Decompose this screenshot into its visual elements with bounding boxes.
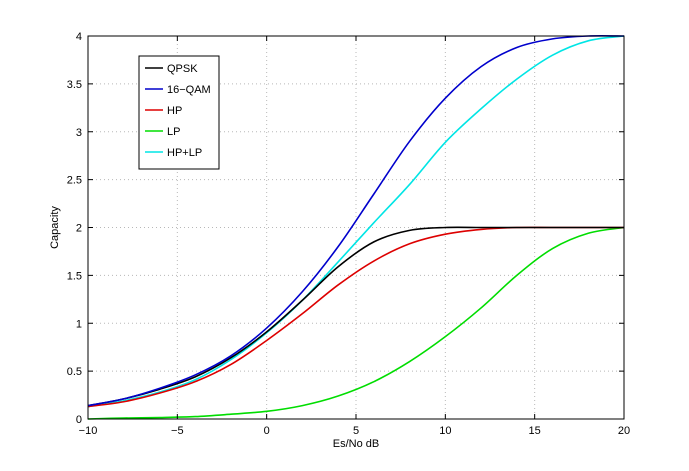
y-axis-label: Capacity: [49, 206, 61, 249]
y-tick-label: 2: [76, 223, 82, 235]
y-tick-label: 1: [76, 318, 82, 330]
series-line-qpsk: [87, 226, 624, 407]
x-tick-label: 5: [353, 425, 359, 437]
y-tick-label: 4: [76, 31, 82, 43]
series-lines: [87, 34, 625, 420]
series-line-16-qam: [87, 34, 625, 407]
x-tick-label: 0: [264, 425, 270, 437]
x-axis-label: Es/No dB: [333, 438, 379, 450]
y-tick-label: 0.5: [67, 366, 82, 378]
y-tick-label: 3.5: [67, 79, 82, 91]
axis-ticks: −10 −5 0 5 10 15 20 0 0.5 1 1.5 2 2.5 3 3.5 4: [67, 31, 630, 437]
y-tick-label: 3: [76, 127, 82, 139]
legend-label-lp: LP: [167, 126, 180, 138]
x-tick-label: 10: [439, 425, 451, 437]
x-tick-label: −5: [171, 425, 184, 437]
y-tick-label: 1.5: [67, 270, 82, 282]
legend-box: [138, 55, 220, 170]
y-tick-label: 0: [76, 414, 82, 426]
legend-label-hp: HP: [167, 105, 182, 117]
grid: [88, 36, 624, 419]
series-line-hp-lp: [87, 35, 625, 408]
x-tick-label: 20: [618, 425, 630, 437]
legend: QPSK 16−QAM HP LP HP+LP: [138, 55, 220, 170]
legend-label-16-qam: 16−QAM: [167, 84, 211, 96]
x-tick-label: 15: [529, 425, 541, 437]
legend-label-hp-lp: HP+LP: [167, 147, 202, 159]
y-tick-label: 2.5: [67, 175, 82, 187]
legend-label-qpsk: QPSK: [167, 63, 198, 75]
x-tick-label: −10: [79, 425, 98, 437]
